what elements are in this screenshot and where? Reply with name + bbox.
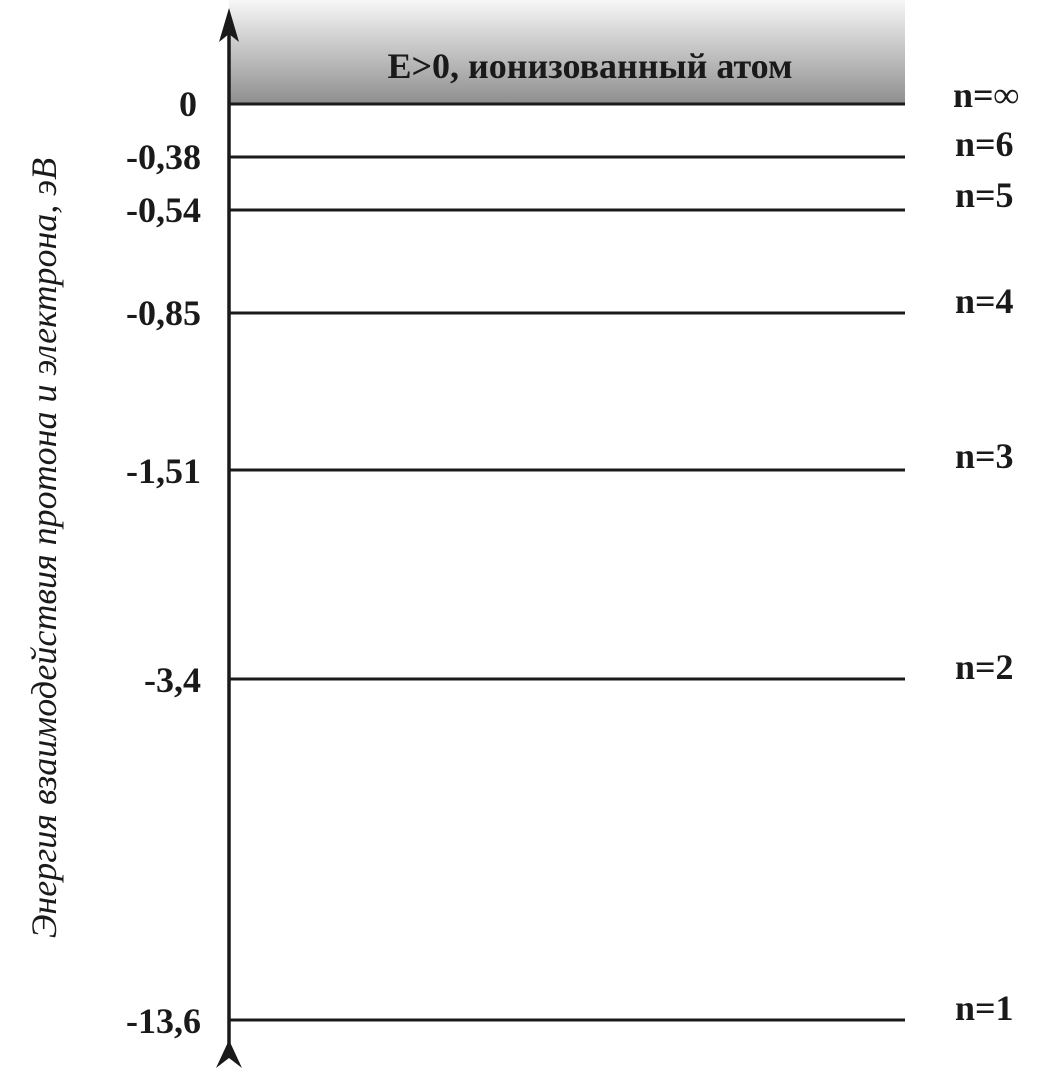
axis-arrow-icon — [219, 8, 239, 42]
axis-title: Энергия взаимодействия протона и электро… — [24, 158, 64, 938]
n-label-1: n=1 — [955, 988, 1014, 1028]
energy-label-n3: -1,51 — [126, 451, 201, 491]
n-label-4: n=4 — [955, 281, 1014, 321]
ionized-region — [229, 0, 905, 104]
ionized-region-label: E>0, ионизованный атом — [388, 46, 793, 86]
n-label-inf: n=∞ — [953, 75, 1019, 115]
energy-label-n4: -0,85 — [126, 293, 201, 333]
level-group — [229, 102, 905, 1022]
energy-label-n6: -0,38 — [126, 137, 201, 177]
n-label-5: n=5 — [955, 175, 1014, 215]
n-label-6: n=6 — [955, 124, 1014, 164]
energy-label-n-inf: 0 — [179, 84, 197, 124]
energy-label-n1: -13,6 — [126, 1001, 201, 1041]
axis-tail-icon — [216, 1040, 242, 1068]
energy-labels: 0 -0,38 -0,54 -0,85 -1,51 -3,4 -13,6 — [126, 84, 201, 1041]
energy-label-n2: -3,4 — [144, 660, 201, 700]
energy-label-n5: -0,54 — [126, 190, 201, 230]
n-label-2: n=2 — [955, 647, 1014, 687]
n-labels: n=∞ n=6 n=5 n=4 n=3 n=2 n=1 — [953, 75, 1019, 1028]
n-label-3: n=3 — [955, 436, 1014, 476]
